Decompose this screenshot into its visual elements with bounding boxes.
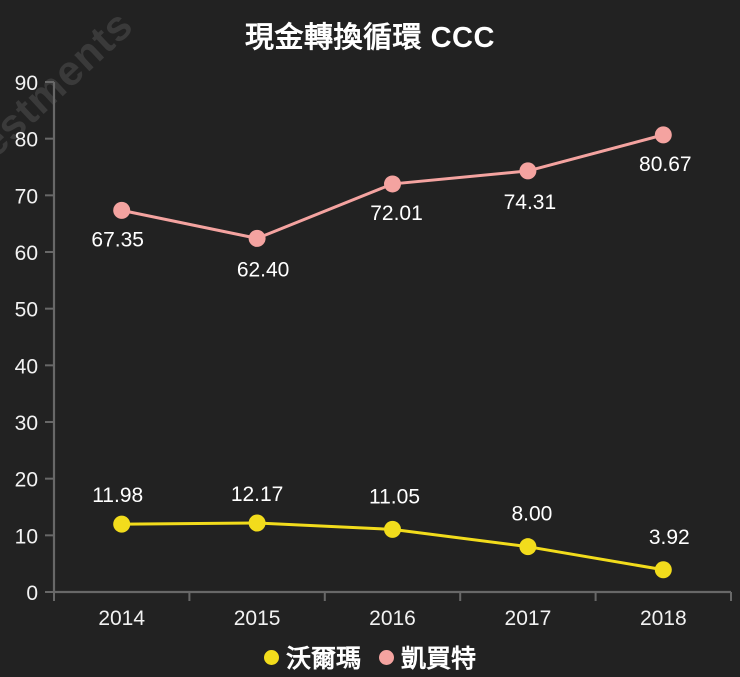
y-axis-tick-label: 40	[15, 355, 38, 378]
data-point-label: 3.92	[649, 526, 690, 549]
data-point-label: 72.01	[370, 202, 423, 225]
data-point-marker[interactable]	[248, 514, 266, 532]
data-point-marker[interactable]	[248, 229, 266, 247]
y-axis-tick-label: 0	[26, 582, 38, 605]
x-axis: 2014 2015 2016 2017 2018	[53, 590, 732, 630]
data-point-label: 11.98	[92, 484, 143, 507]
y-axis-tick-label: 90	[15, 72, 38, 95]
x-axis-tick-label: 2016	[369, 607, 416, 630]
y-axis-tick-label: 30	[15, 412, 38, 435]
legend-label-kmart: 凱買特	[401, 645, 477, 673]
data-point-marker[interactable]	[113, 201, 131, 219]
data-point-marker[interactable]	[519, 538, 537, 556]
chart-title: 現金轉換循環 CCC	[245, 22, 495, 54]
y-axis-tick-label: 20	[15, 469, 38, 492]
data-point-marker[interactable]	[113, 515, 131, 533]
data-point-label: 8.00	[511, 503, 552, 526]
data-point-label: 62.40	[237, 258, 290, 281]
x-axis-tick-label: 2017	[505, 607, 552, 630]
data-labels-layer: 11.98 12.17 11.05 8.00 3.92 67.35 62.40 72.01 74…	[91, 153, 691, 549]
y-axis-tick-label: 70	[15, 185, 38, 208]
data-point-label: 74.31	[504, 191, 557, 214]
data-point-marker[interactable]	[384, 175, 401, 193]
data-point-label: 11.05	[369, 485, 420, 508]
x-axis-tick-label: 2014	[98, 607, 145, 630]
y-axis-tick-label: 80	[15, 129, 38, 152]
data-point-marker[interactable]	[519, 162, 537, 180]
data-point-marker[interactable]	[654, 561, 672, 579]
data-point-label: 12.17	[231, 483, 284, 506]
data-point-marker[interactable]	[654, 126, 672, 144]
legend-item-walmart[interactable]: 沃爾瑪	[263, 639, 361, 675]
x-axis-tick-label: 2018	[640, 607, 687, 630]
y-axis: 0 10 20 30 40 50 60 70 80 90	[15, 72, 56, 605]
data-point-marker[interactable]	[384, 520, 401, 538]
legend-marker-icon	[379, 649, 394, 665]
y-axis-tick-label: 10	[15, 525, 38, 548]
series-layer	[113, 126, 672, 579]
legend-marker-icon	[263, 649, 279, 665]
data-point-label: 80.67	[639, 153, 692, 176]
y-axis-tick-label: 50	[15, 299, 38, 322]
data-point-label: 67.35	[91, 228, 144, 251]
legend-label-walmart: 沃爾瑪	[285, 645, 361, 673]
chart-legend: 沃爾瑪 凱買特	[0, 639, 740, 675]
x-axis-tick-label: 2015	[234, 607, 281, 630]
legend-item-kmart[interactable]: 凱買特	[379, 639, 476, 675]
y-axis-tick-label: 60	[15, 242, 38, 265]
